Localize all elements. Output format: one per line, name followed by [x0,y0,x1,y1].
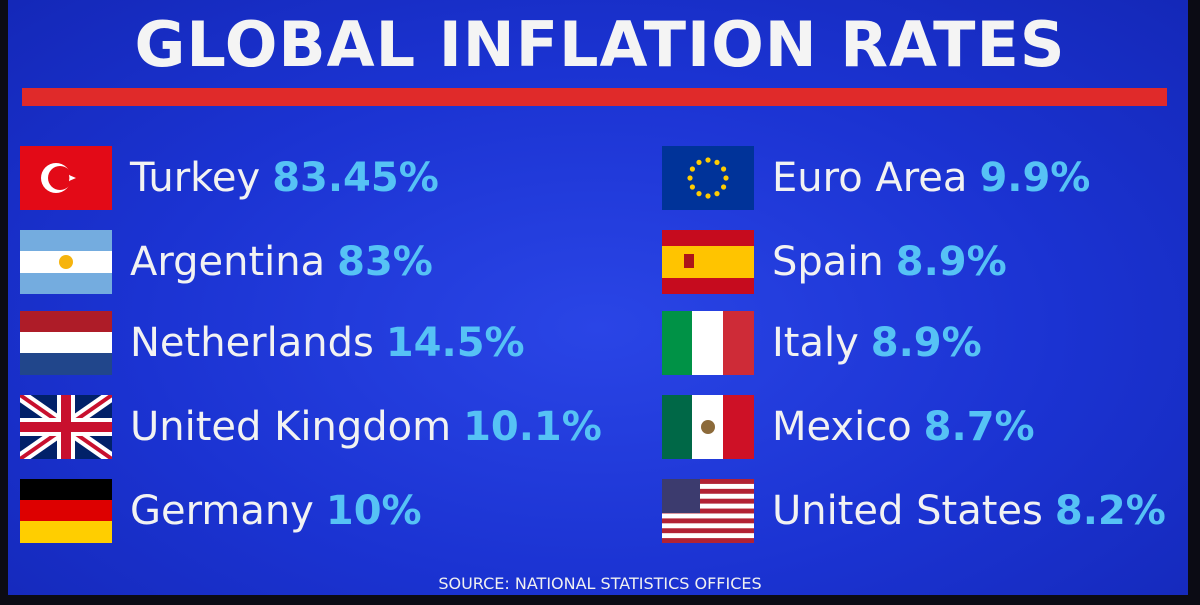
rate: 10% [325,488,422,534]
row: United States 8.2% [662,478,1166,544]
rate: 8.9% [870,320,982,366]
row: Turkey 83.45% [20,145,439,211]
row: Argentina 83% [20,229,433,295]
rate: 83% [337,239,433,285]
country: Germany [130,488,314,534]
title: GLOBAL INFLATION RATES [134,8,1066,81]
flag-germany [20,479,112,543]
row: Italy 8.9% [662,310,982,376]
rate: 8.9% [895,239,1007,285]
flag-mexico [662,395,754,459]
rate: 8.2% [1054,488,1166,534]
row: Mexico 8.7% [662,394,1035,460]
flag-uk [20,395,112,459]
flag-argentina [20,230,112,294]
source: SOURCE: NATIONAL STATISTICS OFFICES [438,574,762,593]
rate: 9.9% [979,155,1091,201]
flag-us [662,479,754,543]
rate: 14.5% [385,320,525,366]
country: Italy [772,320,859,366]
rate: 83.45% [272,155,439,201]
row: Netherlands 14.5% [20,310,525,376]
row: Germany 10% [20,478,422,544]
rate: 8.7% [923,404,1035,450]
country: Mexico [772,404,912,450]
row: Spain 8.9% [662,229,1007,295]
row: Euro Area 9.9% [662,145,1090,211]
row: United Kingdom 10.1% [20,394,602,460]
flag-spain [662,230,754,294]
flag-turkey [20,146,112,210]
flag-italy [662,311,754,375]
country: Netherlands [130,320,374,366]
country: United Kingdom [130,404,452,450]
country: Argentina [130,239,326,285]
country: Spain [772,239,884,285]
rate: 10.1% [463,404,602,450]
flag-eu [662,146,754,210]
country: Turkey [130,155,261,201]
country: Euro Area [772,155,968,201]
divider [22,88,1167,106]
country: United States [772,488,1043,534]
flag-netherlands [20,311,112,375]
